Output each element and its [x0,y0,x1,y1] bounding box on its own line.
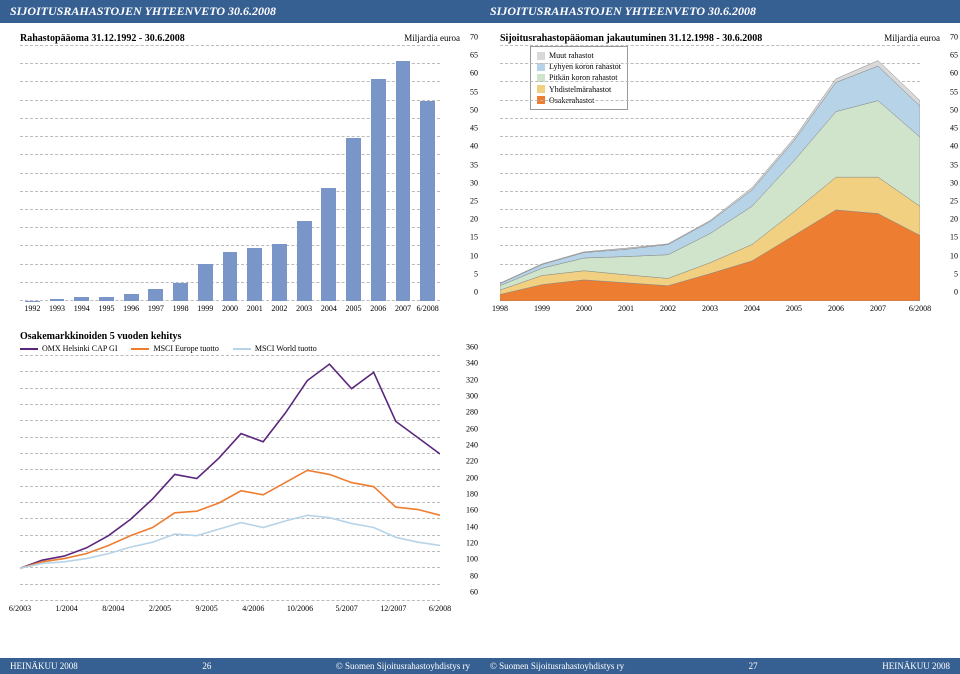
bar-chart: Rahastopääoma 31.12.1992 - 30.6.2008 Mil… [0,23,480,321]
bar [420,101,435,301]
bar [247,248,262,301]
line-chart-title: Osakemarkkinoiden 5 vuoden kehitys [20,331,460,342]
legend-item: MSCI World tuotto [233,344,317,353]
footer-month: HEINÄKUU 2008 [882,661,950,671]
area-chart-title: Sijoitusrahastopääoman jakautuminen 31.1… [500,33,762,44]
bar [346,138,361,301]
footer-copyright: © Suomen Sijoitusrahastoyhdistys ry [336,661,470,671]
footer-month: HEINÄKUU 2008 [10,661,78,671]
bar [297,221,312,302]
header-left: SIJOITUSRAHASTOJEN YHTEENVETO 30.6.2008 [0,0,480,23]
left-panel: SIJOITUSRAHASTOJEN YHTEENVETO 30.6.2008 … [0,0,480,621]
bar-chart-unit: Miljardia euroa [404,33,460,44]
bar [223,252,238,301]
bar [124,294,139,301]
footer-left: HEINÄKUU 2008 26 © Suomen Sijoitusrahast… [0,658,480,674]
line-chart: Osakemarkkinoiden 5 vuoden kehitys OMX H… [0,321,480,621]
footer-copyright: © Suomen Sijoitusrahastoyhdistys ry [490,661,624,671]
bar [371,79,386,301]
header-right: SIJOITUSRAHASTOJEN YHTEENVETO 30.6.2008 [480,0,960,23]
bar [396,61,411,301]
area-chart: Sijoitusrahastopääoman jakautuminen 31.1… [480,23,960,321]
bar [272,244,287,301]
legend-item: OMX Helsinki CAP GI [20,344,117,353]
bar [173,283,188,301]
bar-chart-title: Rahastopääoma 31.12.1992 - 30.6.2008 [20,33,185,44]
footer-right: © Suomen Sijoitusrahastoyhdistys ry 27 H… [480,658,960,674]
legend-item: MSCI Europe tuotto [131,344,218,353]
bar [74,297,89,301]
area-chart-unit: Miljardia euroa [884,33,940,44]
bar [148,289,163,301]
bar [99,297,114,301]
bar [50,299,65,301]
footer-page: 27 [749,661,758,671]
bar [321,188,336,301]
footer-page: 26 [202,661,211,671]
right-panel: SIJOITUSRAHASTOJEN YHTEENVETO 30.6.2008 … [480,0,960,621]
bar [198,264,213,301]
